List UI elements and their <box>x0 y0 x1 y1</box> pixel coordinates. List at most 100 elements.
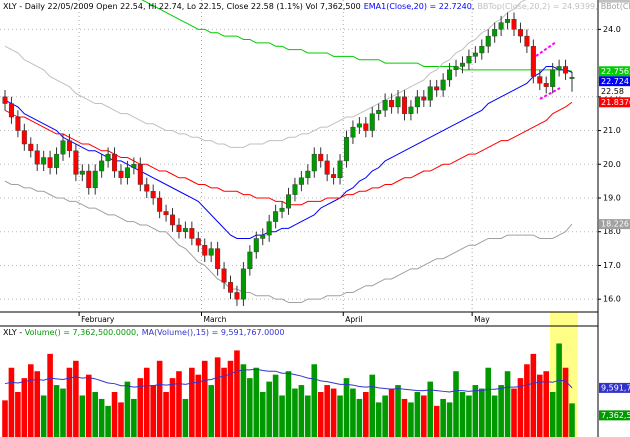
volume-bar <box>298 385 305 437</box>
volume-bar <box>311 364 318 437</box>
volume-bar <box>79 395 86 437</box>
volume-bar <box>395 385 401 437</box>
candle-body <box>414 96 420 108</box>
value-tag-label: 22.7565 <box>601 67 630 76</box>
axes: 16.0 17.0 18.0 19.0 20.0 21.0 22.0 24.0 February… <box>78 25 621 324</box>
candle-body <box>163 211 169 216</box>
candle-body <box>350 126 356 138</box>
annotation-arrow <box>539 87 561 100</box>
volume-bar <box>504 371 511 437</box>
x-tick-label: April <box>345 315 362 324</box>
volume-bar <box>27 364 34 437</box>
candle-body <box>234 292 240 300</box>
candle-body <box>524 35 530 47</box>
volume-bar <box>524 364 530 437</box>
candle-body <box>47 157 53 168</box>
candle-body <box>543 83 549 87</box>
value-tag-label: 24.9399 <box>601 0 630 2</box>
volume-bar <box>408 402 414 437</box>
volume-bar <box>118 402 124 437</box>
candle-body <box>324 160 330 175</box>
volume-bar <box>201 360 208 437</box>
volume-bar <box>343 378 350 437</box>
candle-body <box>15 116 21 131</box>
volume-bar <box>34 371 41 437</box>
candle-body <box>240 268 246 300</box>
volume-bar <box>240 364 247 437</box>
volume-bar <box>53 385 60 437</box>
volume-bar <box>92 392 99 437</box>
candle-body <box>176 224 182 232</box>
candle-body <box>550 69 556 87</box>
volume-bar <box>375 402 382 437</box>
candle-body <box>92 170 98 189</box>
value-tag <box>599 76 630 87</box>
candle-body <box>21 130 27 145</box>
price-header: XLY - Daily 22/05/2009 Open 22.54, Hi 22… <box>3 2 630 11</box>
candle-body <box>182 228 188 232</box>
candle-body <box>492 29 498 37</box>
candle-body <box>318 153 324 162</box>
volume-bar <box>562 367 569 437</box>
candle-body <box>537 76 543 84</box>
volume-bar <box>485 367 492 437</box>
volume-bar <box>536 374 543 437</box>
volume-bar <box>453 371 459 437</box>
legend-entry: EMA1(Close,20) = 22.7240, <box>364 2 475 11</box>
value-tag-label: 22.58 <box>601 87 624 96</box>
volume-bar <box>530 353 537 437</box>
candle-body <box>389 99 395 108</box>
candle-body <box>99 160 105 172</box>
volume-bar <box>363 392 369 437</box>
candle-body <box>305 170 311 178</box>
volume-bar <box>317 392 324 437</box>
value-tag <box>599 0 630 3</box>
volume-bar <box>324 385 330 437</box>
candle-body <box>124 167 130 178</box>
candle-body <box>447 69 453 81</box>
candle-body <box>279 207 285 212</box>
candle-body <box>266 221 272 236</box>
volume-bar <box>150 385 156 437</box>
candle-body <box>376 110 382 114</box>
candle-body <box>137 164 143 185</box>
candle-body <box>73 150 79 175</box>
candle-body <box>440 79 446 91</box>
candle-body <box>112 153 118 172</box>
y-tick-label: 17.0 <box>603 261 621 270</box>
candle-body <box>530 46 536 77</box>
candle-body <box>395 96 401 108</box>
value-tag <box>599 219 630 230</box>
volume-bar <box>350 388 356 437</box>
x-tick-label: February <box>81 315 115 324</box>
value-tag <box>599 86 630 97</box>
y-tick-label: 16.0 <box>603 295 621 304</box>
volume-bar <box>66 367 73 437</box>
overlay-line <box>141 0 573 72</box>
volume-bar <box>549 392 556 437</box>
volume-bar <box>427 381 434 437</box>
y-tick-label: 21.0 <box>603 126 621 135</box>
candle-body <box>150 191 156 199</box>
volume-bar <box>330 388 337 437</box>
candle-body <box>511 19 517 30</box>
candle-body <box>363 123 369 131</box>
x-tick-label: May <box>474 315 490 324</box>
volume-bar <box>131 398 137 437</box>
candle-body <box>79 170 85 175</box>
candle-body <box>466 56 472 64</box>
price-plot <box>0 0 598 312</box>
volume-bar <box>446 402 453 437</box>
candle-body <box>434 86 440 91</box>
volume-bar <box>266 381 272 437</box>
volume-bar <box>98 398 105 437</box>
volume-bar <box>182 398 189 437</box>
overlay-line <box>4 180 573 304</box>
volume-bar <box>543 371 550 437</box>
volume-bar <box>337 395 343 437</box>
volume-bar <box>73 360 79 437</box>
volume-plot <box>2 343 575 437</box>
candle-body <box>479 46 485 54</box>
volume-bar <box>491 395 498 437</box>
